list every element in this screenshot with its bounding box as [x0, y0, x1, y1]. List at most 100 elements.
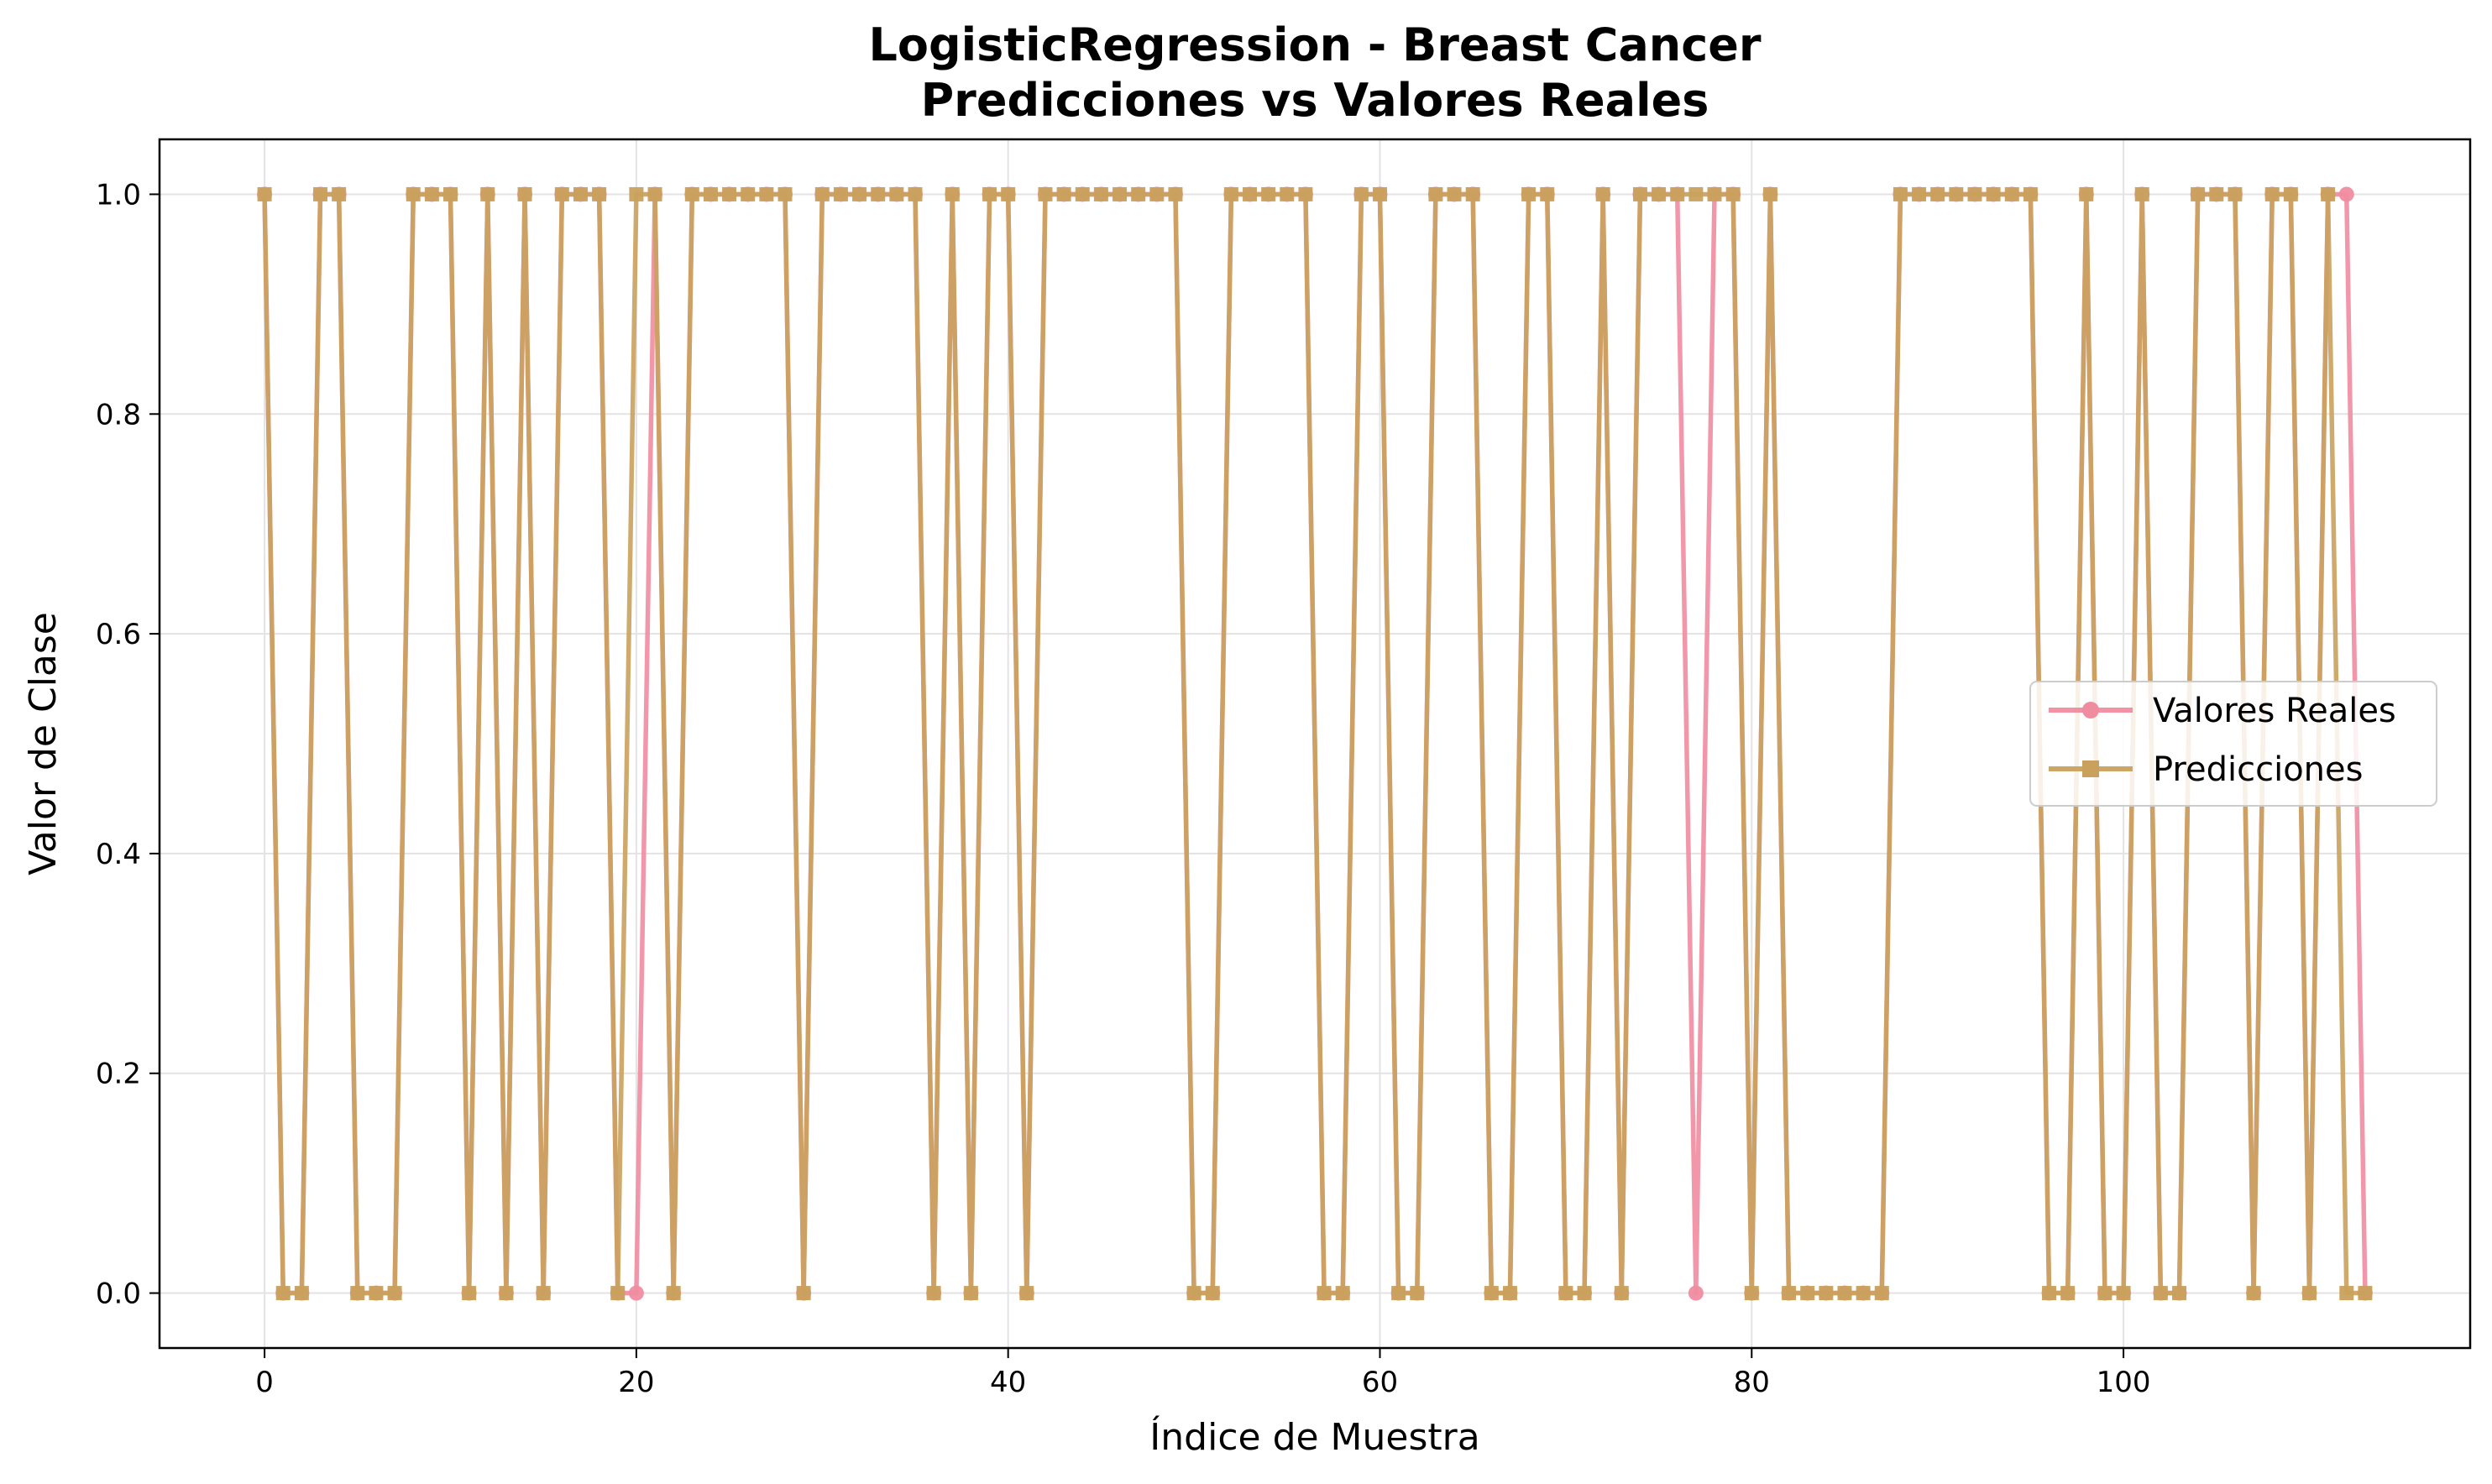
data-point [628, 1285, 644, 1301]
data-point [517, 186, 532, 201]
data-point [1912, 186, 1927, 201]
data-point [1595, 186, 1610, 201]
legend-label-valores-reales: Valores Reales [2153, 692, 2396, 730]
data-point [1502, 1286, 1517, 1301]
data-point [1484, 1286, 1499, 1301]
data-point [1725, 186, 1741, 201]
data-point [1670, 186, 1685, 201]
data-point [777, 186, 793, 201]
legend: Valores Reales Predicciones [2029, 681, 2437, 807]
data-point [2134, 186, 2149, 201]
data-point [703, 186, 718, 201]
legend-label-predicciones: Predicciones [2153, 750, 2363, 789]
data-point [1893, 186, 1908, 201]
data-point [2228, 186, 2243, 201]
data-point [889, 186, 904, 201]
data-point [2097, 1286, 2112, 1301]
data-point [2023, 186, 2038, 201]
data-point [2301, 1286, 2317, 1301]
data-point [1782, 1286, 1797, 1301]
series-layer [257, 186, 2373, 1301]
data-point [1837, 1286, 1852, 1301]
data-point [1632, 186, 1647, 201]
data-point [908, 186, 923, 201]
data-point [1261, 186, 1276, 201]
data-point [313, 186, 328, 201]
data-point [1428, 186, 1443, 201]
data-point [462, 1286, 477, 1301]
data-point [387, 1286, 402, 1301]
data-point [1521, 186, 1537, 201]
data-point [424, 186, 439, 201]
chart-subtitle: Predicciones vs Valores Reales [921, 74, 1709, 127]
data-point [1447, 186, 1462, 201]
data-point [554, 186, 569, 201]
data-point [1038, 186, 1053, 201]
y-tick-label: 0.6 [96, 618, 141, 651]
data-point [2079, 186, 2094, 201]
x-axis: 0 20 40 60 80 100 [255, 1348, 2151, 1399]
data-point [741, 186, 756, 201]
data-point [1056, 186, 1071, 201]
data-point [871, 186, 886, 201]
data-point [2153, 1286, 2168, 1301]
plot-frame [158, 138, 2472, 1350]
x-tick-label: 40 [990, 1366, 1026, 1399]
data-point [350, 1286, 365, 1301]
data-point [814, 186, 830, 201]
data-point [536, 1286, 551, 1301]
data-point [480, 186, 495, 201]
data-point [1614, 1286, 1629, 1301]
data-point [1075, 186, 1090, 201]
data-point [2339, 1286, 2354, 1301]
data-point [2191, 186, 2206, 201]
x-axis-label: Índice de Muestra [1149, 1414, 1479, 1459]
data-point [2042, 1286, 2057, 1301]
x-tick-label: 20 [618, 1366, 654, 1399]
x-tick-label: 60 [1362, 1366, 1398, 1399]
data-point [963, 1286, 978, 1301]
data-point [1819, 1286, 1834, 1301]
data-point [796, 1286, 811, 1301]
data-point [406, 186, 421, 201]
data-point [369, 1286, 384, 1301]
data-point [647, 186, 662, 201]
y-tick-label: 1.0 [96, 178, 141, 212]
data-point [592, 186, 607, 201]
data-point [852, 186, 867, 201]
data-point [1874, 1286, 1889, 1301]
data-point [2321, 186, 2336, 201]
data-point [2004, 186, 2019, 201]
data-point [1688, 1285, 1704, 1301]
data-point [1335, 1286, 1350, 1301]
y-tick-label: 0.4 [96, 838, 141, 871]
data-point [1465, 186, 1480, 201]
data-point [2283, 186, 2298, 201]
data-point [610, 1286, 626, 1301]
legend-marker-predicciones [2082, 760, 2099, 777]
data-point [666, 1286, 681, 1301]
data-point [1688, 186, 1704, 201]
data-point [1391, 1286, 1406, 1301]
data-point [1372, 186, 1387, 201]
data-point [1186, 1286, 1202, 1301]
data-point [1540, 186, 1555, 201]
data-point [1131, 186, 1146, 201]
y-tick-label: 0.0 [96, 1278, 141, 1311]
data-point [1223, 186, 1238, 201]
data-point [1744, 1286, 1759, 1301]
data-point [1577, 1286, 1592, 1301]
data-point [2246, 1286, 2261, 1301]
y-tick-label: 0.2 [96, 1058, 141, 1091]
data-point [1930, 186, 1945, 201]
data-point [1856, 1286, 1871, 1301]
data-point [945, 186, 960, 201]
data-point [2172, 1286, 2187, 1301]
data-point [1019, 1286, 1034, 1301]
data-point [2338, 186, 2354, 202]
data-point [1168, 186, 1183, 201]
data-point [1949, 186, 1964, 201]
data-point [722, 186, 737, 201]
data-point [833, 186, 848, 201]
